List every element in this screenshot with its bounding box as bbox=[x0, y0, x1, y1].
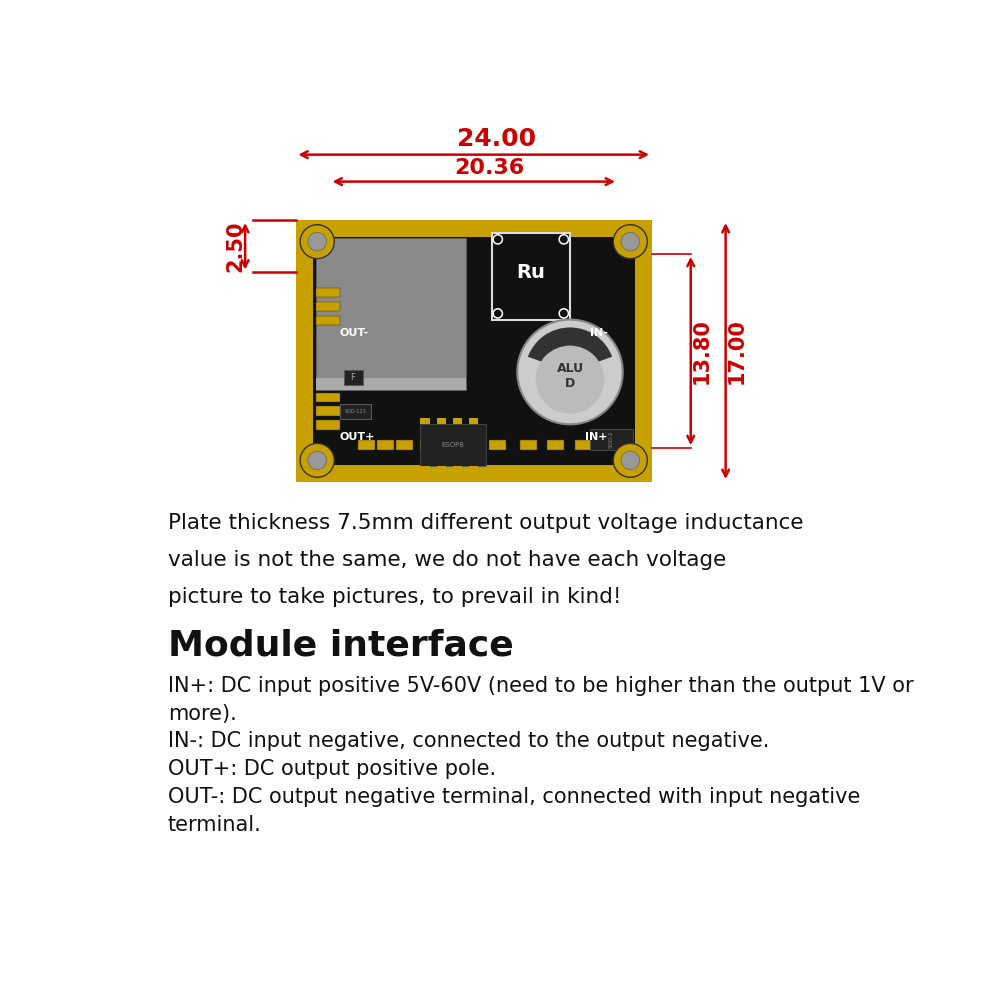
Text: 13.80: 13.80 bbox=[692, 318, 712, 384]
Bar bbox=[340, 404, 371, 419]
Bar bbox=[420, 440, 437, 450]
Bar bbox=[469, 418, 478, 424]
Bar bbox=[316, 288, 340, 297]
Bar bbox=[420, 418, 430, 424]
Circle shape bbox=[621, 232, 640, 251]
Bar bbox=[316, 238, 466, 390]
Circle shape bbox=[308, 232, 327, 251]
Text: more).: more). bbox=[168, 704, 236, 724]
Circle shape bbox=[560, 235, 568, 243]
Text: value is not the same, we do not have each voltage: value is not the same, we do not have ea… bbox=[168, 550, 726, 570]
Bar bbox=[453, 418, 462, 424]
Text: ESOP8: ESOP8 bbox=[442, 442, 465, 448]
Circle shape bbox=[492, 234, 503, 245]
Text: 2.50: 2.50 bbox=[226, 221, 246, 272]
Text: 24.00: 24.00 bbox=[457, 127, 537, 151]
Bar bbox=[492, 233, 570, 320]
Bar bbox=[439, 440, 456, 450]
Text: F: F bbox=[350, 373, 355, 382]
Text: IN-: IN- bbox=[590, 328, 608, 338]
Bar bbox=[316, 420, 340, 430]
Bar bbox=[296, 220, 313, 482]
Text: OUT+: DC output positive pole.: OUT+: DC output positive pole. bbox=[168, 759, 496, 779]
Circle shape bbox=[492, 308, 503, 319]
Bar bbox=[469, 466, 478, 472]
Bar bbox=[316, 406, 340, 416]
Circle shape bbox=[613, 443, 647, 477]
Bar bbox=[453, 466, 462, 472]
Bar bbox=[316, 393, 340, 402]
Bar bbox=[420, 466, 430, 472]
Bar bbox=[316, 378, 466, 390]
Bar bbox=[489, 440, 506, 450]
Bar bbox=[590, 429, 633, 450]
Bar bbox=[344, 370, 363, 385]
Text: Ru: Ru bbox=[516, 263, 545, 282]
Bar bbox=[520, 440, 537, 450]
Circle shape bbox=[613, 225, 647, 259]
Text: terminal.: terminal. bbox=[168, 815, 261, 835]
Text: OUT+: OUT+ bbox=[340, 432, 375, 442]
Circle shape bbox=[558, 308, 569, 319]
Bar bbox=[396, 440, 413, 450]
Text: Plate thickness 7.5mm different output voltage inductance: Plate thickness 7.5mm different output v… bbox=[168, 513, 803, 533]
Circle shape bbox=[300, 443, 334, 477]
Bar bbox=[437, 466, 446, 472]
Circle shape bbox=[494, 310, 502, 317]
Bar bbox=[377, 440, 394, 450]
Bar bbox=[635, 220, 652, 482]
Wedge shape bbox=[528, 327, 612, 372]
Circle shape bbox=[494, 235, 502, 243]
Text: IN+: IN+ bbox=[585, 432, 608, 442]
Text: Module interface: Module interface bbox=[168, 628, 513, 662]
Circle shape bbox=[621, 451, 640, 470]
Text: 17.00: 17.00 bbox=[726, 318, 746, 384]
Bar bbox=[316, 316, 340, 325]
Bar bbox=[358, 440, 375, 450]
Bar bbox=[296, 465, 652, 482]
Text: IN+: DC input positive 5V-60V (need to be higher than the output 1V or: IN+: DC input positive 5V-60V (need to b… bbox=[168, 676, 913, 696]
Text: picture to take pictures, to prevail in kind!: picture to take pictures, to prevail in … bbox=[168, 587, 621, 607]
Bar bbox=[316, 302, 340, 311]
Circle shape bbox=[536, 346, 604, 414]
Bar bbox=[296, 220, 652, 237]
Text: IN-: DC input negative, connected to the output negative.: IN-: DC input negative, connected to the… bbox=[168, 731, 769, 751]
Circle shape bbox=[517, 320, 623, 424]
Bar bbox=[462, 440, 479, 450]
Text: ALU
D: ALU D bbox=[556, 362, 584, 390]
Bar bbox=[574, 440, 592, 450]
Circle shape bbox=[308, 451, 327, 470]
Circle shape bbox=[300, 225, 334, 259]
Bar bbox=[437, 418, 446, 424]
Text: SOD-2: SOD-2 bbox=[608, 431, 613, 448]
Circle shape bbox=[560, 310, 568, 317]
Text: OUT-: DC output negative terminal, connected with input negative: OUT-: DC output negative terminal, conne… bbox=[168, 787, 860, 807]
Bar bbox=[547, 440, 564, 450]
Bar bbox=[296, 220, 652, 482]
Bar bbox=[420, 424, 486, 466]
Circle shape bbox=[558, 234, 569, 245]
Text: OUT-: OUT- bbox=[340, 328, 369, 338]
Text: 20.36: 20.36 bbox=[454, 158, 524, 178]
Text: SOD-123: SOD-123 bbox=[344, 409, 366, 414]
